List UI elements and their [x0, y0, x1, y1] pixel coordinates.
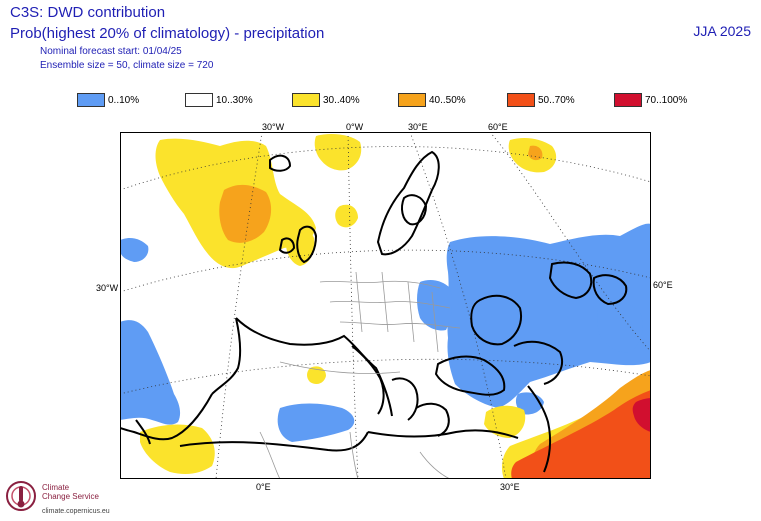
grid-label-top: 60°E [488, 122, 508, 132]
blue-region-east [597, 300, 643, 353]
logo-line-2: Change Service [42, 492, 99, 501]
legend-label: 40..50% [429, 94, 466, 106]
legend-swatch [292, 93, 320, 107]
copernicus-logo: Climate Change Service climate.copernicu… [4, 476, 154, 518]
legend-label: 70..100% [645, 94, 688, 106]
chart-subtitle: Prob(highest 20% of climatology) - preci… [10, 25, 325, 42]
legend-swatch [398, 93, 426, 107]
probability-map [120, 132, 651, 479]
logo-line-1: Climate [42, 483, 70, 492]
legend-item: 70..100% [614, 93, 687, 107]
logo-url: climate.copernicus.eu [42, 508, 110, 515]
yellow-region-middle-east [484, 405, 526, 438]
grid-label-bottom: 30°E [500, 482, 520, 492]
grid-label-bottom: 0°E [256, 482, 271, 492]
legend-item: 0..10% [77, 93, 139, 107]
grid-label-top: 30°E [408, 122, 428, 132]
red-orange-region-arabia [511, 390, 651, 479]
graticule [120, 132, 651, 479]
legend-item: 50..70% [507, 93, 575, 107]
coastlines [120, 150, 628, 473]
legend-item: 30..40% [292, 93, 360, 107]
yellow-region-norway-sea [314, 134, 362, 171]
legend-swatch [77, 93, 105, 107]
logo-text: Climate Change Service [42, 483, 99, 501]
orange-region-atlantic [219, 184, 272, 243]
legend-label: 10..30% [216, 94, 253, 106]
legend-swatch [614, 93, 642, 107]
grid-label-left: 30°W [96, 283, 119, 293]
legend-label: 50..70% [538, 94, 575, 106]
yellow-region-africa [140, 424, 215, 474]
forecast-start: Nominal forecast start: 01/04/25 [40, 46, 182, 57]
blue-region-russia [446, 223, 651, 408]
yellow-region-uk [286, 226, 315, 266]
country-borders [259, 271, 461, 479]
legend-swatch [507, 93, 535, 107]
blue-region-west-atlantic-top [120, 238, 149, 262]
legend-item: 10..30% [185, 93, 253, 107]
climate-logo-icon [6, 481, 36, 511]
chart-title: C3S: DWD contribution [10, 4, 166, 21]
yellow-region-spot-2 [335, 204, 358, 228]
season-label: JJA 2025 [693, 23, 751, 39]
yellow-region-spot-1 [307, 366, 326, 384]
legend-label: 30..40% [323, 94, 360, 106]
legend-swatch [185, 93, 213, 107]
grid-label-right: 60°E [653, 280, 673, 290]
dark-red-region [632, 398, 651, 432]
blue-region-mediterranean [277, 403, 355, 442]
ensemble-info: Ensemble size = 50, climate size = 720 [40, 60, 214, 71]
grid-label-top: 30°W [262, 122, 285, 132]
legend-item: 40..50% [398, 93, 466, 107]
grid-label-top: 0°W [346, 122, 364, 132]
blue-region-west-atlantic [120, 320, 181, 425]
legend-label: 0..10% [108, 94, 140, 106]
